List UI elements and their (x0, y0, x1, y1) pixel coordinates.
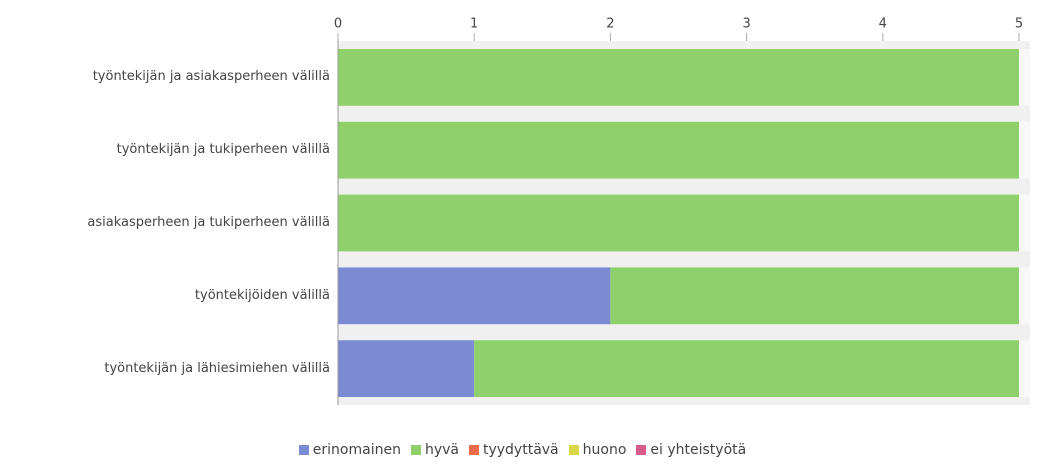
bar-segment (338, 121, 1019, 179)
legend: erinomainen hyvä tyydyttävä huono ei yhteist… (0, 442, 1045, 458)
bar-segment (474, 340, 1019, 397)
legend-swatch (636, 445, 647, 455)
x-tick-label: 5 (1015, 17, 1023, 32)
legend-label: tyydyttävä (482, 442, 559, 458)
x-tick-label: 0 (334, 17, 342, 32)
category-text: asiakasperheen ja tukiperheen välillä (87, 214, 330, 230)
legend-label: ei yhteistyötä (650, 442, 747, 458)
category-label: asiakasperheen ja tukiperheen välillä (0, 187, 330, 260)
category-text: työntekijän ja lähiesimiehen välillä (104, 360, 330, 376)
bar-segment (338, 49, 1019, 106)
category-label: työntekijän ja tukiperheen välillä (0, 114, 330, 187)
x-tick-label: 1 (470, 17, 478, 32)
category-text: työntekijän ja asiakasperheen välillä (92, 69, 330, 85)
legend-item: ei yhteistyötä (636, 442, 746, 458)
legend-swatch (410, 445, 421, 455)
legend-item: tyydyttävä (468, 442, 559, 458)
legend-item: erinomainen (298, 442, 401, 458)
legend-item: hyvä (410, 442, 459, 458)
x-tick-label: 2 (606, 17, 614, 32)
legend-label: erinomainen (312, 442, 401, 458)
legend-swatch (568, 445, 579, 455)
legend-item: huono (568, 442, 627, 458)
category-text: työntekijöiden välillä (194, 287, 330, 303)
legend-swatch (468, 445, 479, 455)
legend-label: hyvä (424, 442, 459, 458)
x-tick-label: 3 (742, 17, 750, 32)
category-label: työntekijän ja asiakasperheen välillä (0, 41, 330, 114)
legend-label: huono (582, 442, 627, 458)
bar-segment (338, 194, 1019, 252)
bar-segment (610, 267, 1019, 325)
bar-segment (338, 340, 475, 397)
x-tick-label: 4 (879, 17, 887, 32)
legend-swatch (298, 445, 309, 455)
category-label: työntekijän ja lähiesimiehen välillä (0, 332, 330, 405)
category-label: työntekijöiden välillä (0, 259, 330, 332)
bar-segment (338, 267, 611, 325)
category-text: työntekijän ja tukiperheen välillä (116, 142, 330, 158)
